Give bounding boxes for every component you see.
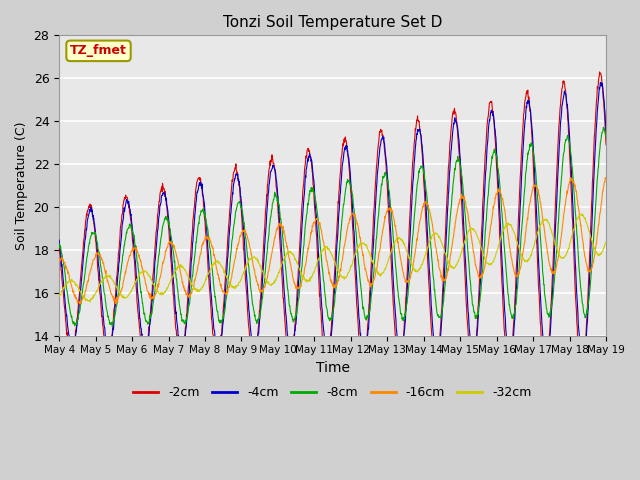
X-axis label: Time: Time (316, 361, 349, 375)
Y-axis label: Soil Temperature (C): Soil Temperature (C) (15, 121, 28, 250)
Text: TZ_fmet: TZ_fmet (70, 44, 127, 57)
Legend: -2cm, -4cm, -8cm, -16cm, -32cm: -2cm, -4cm, -8cm, -16cm, -32cm (129, 382, 537, 405)
Title: Tonzi Soil Temperature Set D: Tonzi Soil Temperature Set D (223, 15, 442, 30)
